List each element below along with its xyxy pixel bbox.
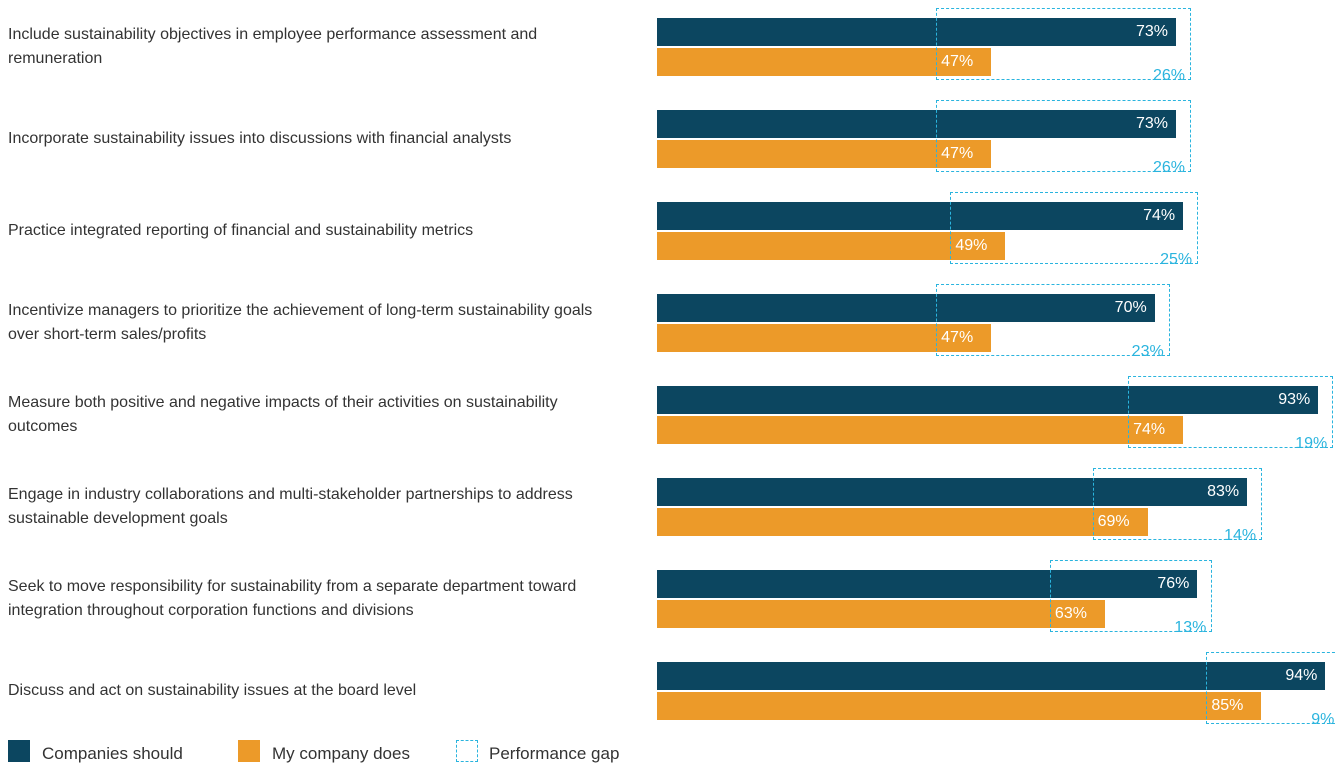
bar (657, 202, 1184, 230)
value-label: 19% (1295, 435, 1328, 452)
value-label: 69% (1097, 513, 1130, 530)
bar (657, 478, 1248, 506)
bar (657, 386, 1319, 414)
value-label: 63% (1054, 605, 1087, 622)
category-label: Engage in industry collaborations and mu… (8, 486, 573, 527)
value-label: 70% (1114, 299, 1147, 316)
value-label: 49% (955, 237, 988, 254)
value-label: 85% (1211, 697, 1244, 714)
bar (657, 232, 1006, 260)
gap-box (936, 8, 1192, 80)
gap-box (936, 284, 1170, 356)
gap-box (950, 192, 1199, 264)
value-label: 47% (941, 329, 974, 346)
value-label: 25% (1160, 251, 1193, 268)
category-label: Incentivize managers to prioritize the a… (8, 302, 593, 343)
legend-label: My company does (272, 744, 410, 763)
bar (657, 324, 992, 352)
value-label: 83% (1207, 483, 1240, 500)
value-label: 73% (1136, 23, 1169, 40)
bar (657, 18, 1177, 46)
bar (657, 508, 1148, 536)
value-label: 93% (1278, 391, 1311, 408)
category-label: Incorporate sustainability issues into d… (8, 130, 512, 147)
value-label: 47% (941, 53, 974, 70)
value-label: 14% (1224, 527, 1257, 544)
value-label: 74% (1133, 421, 1166, 438)
value-label: 13% (1174, 619, 1207, 636)
value-label: 47% (941, 145, 974, 162)
gap-box (1128, 376, 1334, 448)
category-label: Discuss and act on sustainability issues… (8, 682, 417, 699)
bar (657, 110, 1177, 138)
bar (657, 692, 1262, 720)
value-label: 23% (1131, 343, 1164, 360)
category-label: Seek to move responsibility for sustaina… (8, 578, 577, 619)
value-label: 76% (1157, 575, 1190, 592)
bar (657, 600, 1105, 628)
gap-box (1206, 652, 1335, 724)
category-label: Measure both positive and negative impac… (8, 394, 558, 435)
gap-box (1092, 468, 1263, 540)
value-label: 94% (1285, 667, 1318, 684)
legend-swatch (8, 740, 30, 762)
value-label: 9% (1311, 711, 1335, 728)
bar (657, 48, 992, 76)
value-label: 73% (1136, 115, 1169, 132)
value-label: 74% (1143, 207, 1176, 224)
value-label: 26% (1153, 159, 1186, 176)
category-label: Practice integrated reporting of financi… (8, 222, 474, 239)
legend-label: Companies should (42, 744, 183, 763)
gap-box (1049, 560, 1213, 632)
legend-label: Performance gap (489, 744, 620, 763)
bar (657, 662, 1326, 690)
legend-swatch (238, 740, 260, 762)
bar (657, 416, 1184, 444)
legend-swatch (456, 740, 478, 762)
bar (657, 570, 1198, 598)
bar (657, 140, 992, 168)
bar (657, 294, 1155, 322)
category-label: Include sustainability objectives in emp… (8, 26, 538, 67)
value-label: 26% (1153, 67, 1186, 84)
gap-box (936, 100, 1192, 172)
